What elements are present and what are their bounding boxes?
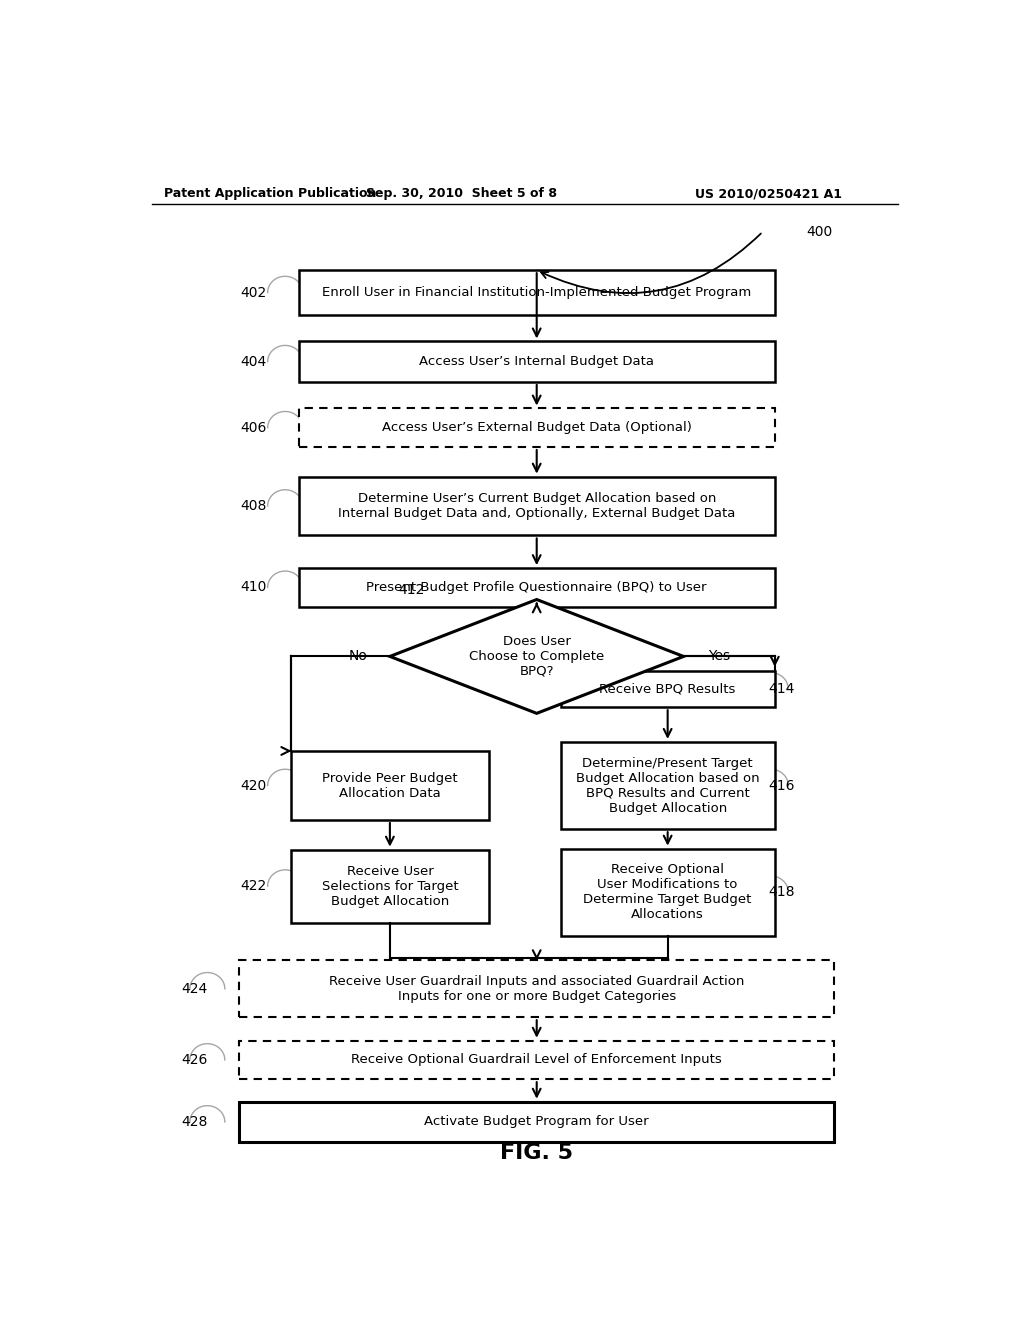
Text: 414: 414	[768, 682, 795, 696]
Text: 418: 418	[768, 886, 795, 899]
Text: Receive Optional
User Modifications to
Determine Target Budget
Allocations: Receive Optional User Modifications to D…	[584, 863, 752, 921]
FancyBboxPatch shape	[560, 849, 775, 936]
FancyBboxPatch shape	[299, 477, 775, 536]
FancyBboxPatch shape	[240, 1102, 835, 1142]
Text: 410: 410	[241, 581, 267, 594]
Text: 400: 400	[807, 224, 833, 239]
Text: Access User’s External Budget Data (Optional): Access User’s External Budget Data (Opti…	[382, 421, 691, 434]
Text: Receive Optional Guardrail Level of Enforcement Inputs: Receive Optional Guardrail Level of Enfo…	[351, 1053, 722, 1067]
Text: Receive User
Selections for Target
Budget Allocation: Receive User Selections for Target Budge…	[322, 865, 458, 908]
Text: Sep. 30, 2010  Sheet 5 of 8: Sep. 30, 2010 Sheet 5 of 8	[366, 187, 557, 201]
Text: Activate Budget Program for User: Activate Budget Program for User	[424, 1115, 649, 1129]
Text: 406: 406	[241, 421, 267, 434]
FancyBboxPatch shape	[299, 271, 775, 315]
Text: 412: 412	[397, 583, 424, 598]
Text: Access User’s Internal Budget Data: Access User’s Internal Budget Data	[419, 355, 654, 368]
FancyBboxPatch shape	[240, 1040, 835, 1080]
FancyBboxPatch shape	[299, 568, 775, 607]
Text: Receive User Guardrail Inputs and associated Guardrail Action
Inputs for one or : Receive User Guardrail Inputs and associ…	[329, 974, 744, 1003]
FancyBboxPatch shape	[291, 850, 489, 923]
FancyBboxPatch shape	[240, 961, 835, 1018]
Text: Does User
Choose to Complete
BPQ?: Does User Choose to Complete BPQ?	[469, 635, 604, 678]
Text: 420: 420	[241, 779, 267, 792]
Text: Patent Application Publication: Patent Application Publication	[164, 187, 376, 201]
Text: 402: 402	[241, 285, 267, 300]
Text: Present Budget Profile Questionnaire (BPQ) to User: Present Budget Profile Questionnaire (BP…	[367, 581, 707, 594]
Text: 408: 408	[241, 499, 267, 513]
FancyBboxPatch shape	[291, 751, 489, 820]
FancyBboxPatch shape	[299, 408, 775, 447]
Text: Yes: Yes	[709, 649, 730, 664]
Text: Determine User’s Current Budget Allocation based on
Internal Budget Data and, Op: Determine User’s Current Budget Allocati…	[338, 492, 735, 520]
Text: No: No	[349, 649, 368, 664]
Text: Determine/Present Target
Budget Allocation based on
BPQ Results and Current
Budg: Determine/Present Target Budget Allocati…	[575, 756, 760, 814]
Text: FIG. 5: FIG. 5	[500, 1143, 573, 1163]
Text: Enroll User in Financial Institution-Implemented Budget Program: Enroll User in Financial Institution-Imp…	[323, 286, 752, 300]
FancyBboxPatch shape	[299, 342, 775, 381]
Text: 424: 424	[181, 982, 207, 995]
Text: 426: 426	[181, 1053, 207, 1067]
Text: 428: 428	[181, 1115, 207, 1129]
Text: 416: 416	[768, 779, 795, 792]
Text: 422: 422	[241, 879, 267, 894]
Text: US 2010/0250421 A1: US 2010/0250421 A1	[695, 187, 842, 201]
FancyBboxPatch shape	[560, 671, 775, 708]
Polygon shape	[390, 599, 684, 713]
FancyBboxPatch shape	[560, 742, 775, 829]
Text: 404: 404	[241, 355, 267, 368]
Text: Provide Peer Budget
Allocation Data: Provide Peer Budget Allocation Data	[323, 771, 458, 800]
Text: Receive BPQ Results: Receive BPQ Results	[599, 682, 736, 696]
